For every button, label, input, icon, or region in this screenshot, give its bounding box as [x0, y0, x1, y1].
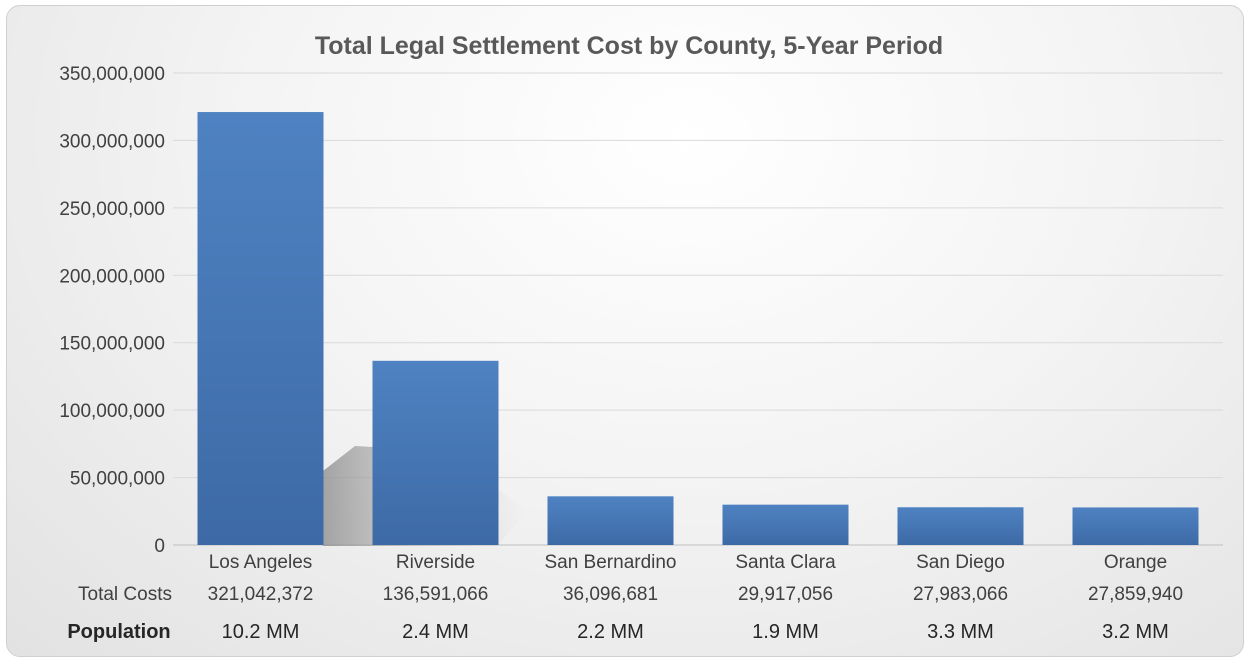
bar-santa-clara [722, 504, 849, 545]
population-value: 2.4 MM [402, 621, 469, 643]
category-label: Orange [1104, 552, 1167, 573]
y-tick-label: 300,000,000 [59, 131, 165, 152]
y-tick-label: 250,000,000 [59, 199, 165, 220]
category-labels: Los Angeles Riverside San Bernardino Santa … [209, 552, 1167, 573]
category-label: Riverside [396, 552, 475, 573]
population-row-label: Population [67, 621, 170, 643]
population-value: 1.9 MM [752, 621, 819, 643]
y-tick-label: 100,000,000 [59, 401, 165, 422]
total-cost-value: 136,591,066 [383, 584, 489, 605]
population-value: 3.3 MM [927, 621, 994, 643]
chart-title: Total Legal Settlement Cost by County, 5… [315, 32, 943, 60]
y-tick-label: 0 [154, 536, 165, 557]
total-cost-value: 29,917,056 [738, 584, 833, 605]
category-label: Santa Clara [735, 552, 836, 573]
population-value: 2.2 MM [577, 621, 644, 643]
bar-los-angeles [197, 112, 324, 546]
y-tick-label: 350,000,000 [59, 64, 165, 85]
y-tick-label: 200,000,000 [59, 266, 165, 287]
category-label: Los Angeles [209, 552, 313, 573]
y-axis-ticks: 0 50,000,000 100,000,000 150,000,000 200,000… [59, 64, 165, 557]
bar-riverside [372, 360, 499, 545]
total-cost-value: 27,983,066 [913, 584, 1008, 605]
bar-san-diego [897, 507, 1024, 545]
total-cost-value: 36,096,681 [563, 584, 658, 605]
category-label: San Bernardino [544, 552, 676, 573]
total-cost-value: 27,859,940 [1088, 584, 1183, 605]
bar-san-bernardino [547, 496, 674, 545]
population-value: 10.2 MM [222, 621, 300, 643]
total-cost-value: 321,042,372 [208, 584, 314, 605]
total-costs-row-label: Total Costs [78, 584, 172, 605]
y-tick-label: 150,000,000 [59, 334, 165, 355]
chart-frame: Total Legal Settlement Cost by County, 5… [6, 5, 1244, 657]
data-table: 321,042,372 10.2 MM 136,591,066 2.4 MM 36,09… [67, 584, 1183, 643]
category-label: San Diego [916, 552, 1005, 573]
population-value: 3.2 MM [1102, 621, 1169, 643]
bars [197, 112, 1199, 546]
bar-orange [1072, 507, 1199, 545]
y-tick-label: 50,000,000 [70, 469, 165, 490]
chart-svg: Total Legal Settlement Cost by County, 5… [59, 32, 1223, 643]
